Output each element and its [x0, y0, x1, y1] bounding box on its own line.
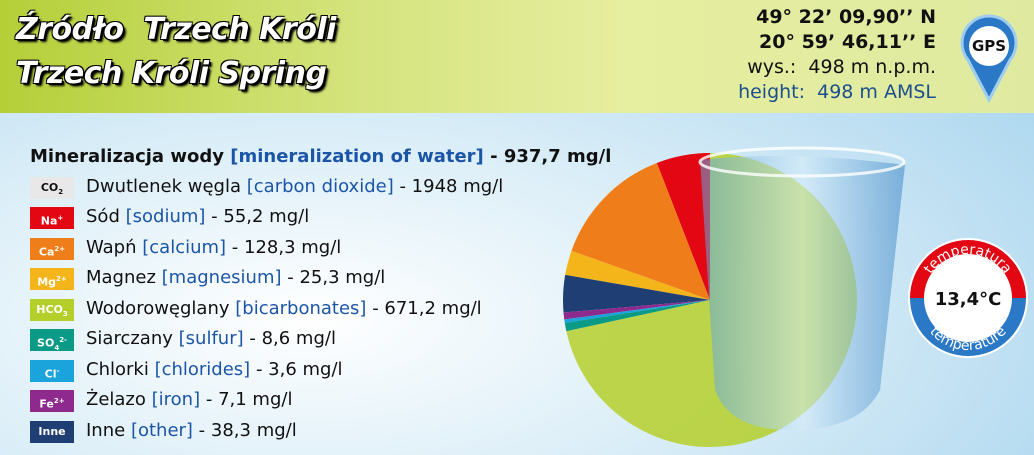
badge-symbol: SO — [37, 336, 55, 350]
badge-symbol: Fe — [39, 397, 54, 411]
item-name-en: [chlorides] — [154, 358, 251, 380]
item-value: - 671,2 mg/l — [372, 297, 482, 319]
badge-sup: 2+ — [54, 244, 66, 253]
item-name-en: [magnesium] — [161, 267, 282, 288]
title: Źródło Trzech Króli — [16, 12, 336, 47]
badge-sup: 2+ — [56, 275, 67, 283]
item-value: - 7,1 mg/l — [205, 389, 293, 410]
item-value: - 1948 mg/l — [399, 176, 504, 197]
glass-rim — [698, 146, 906, 178]
heading-name: Mineralizacja wody — [30, 146, 224, 167]
item-value: - 38,3 mg/l — [198, 419, 297, 441]
pie-slice — [564, 300, 710, 323]
badge: HCO3 — [30, 298, 74, 321]
pie-slice — [563, 274, 710, 313]
badge-sub: 3 — [62, 309, 68, 318]
item-name: Magnez — [86, 267, 156, 288]
badge-symbol: Ca — [38, 245, 55, 259]
pie-slice — [571, 162, 710, 300]
badge-symbol: HCO — [36, 302, 63, 316]
legend-row: Żelazo [iron] - 7,1 mg/l — [86, 389, 292, 410]
badge: Cl- — [30, 359, 74, 382]
subtitle: Trzech Króli Spring — [16, 56, 327, 91]
item-name-en: [carbon dioxide] — [246, 176, 394, 197]
badge-sup: 2+ — [53, 397, 65, 405]
legend-row: Sód [sodium] - 55,2 mg/l — [86, 206, 309, 227]
badge-symbol: Mg — [37, 275, 57, 289]
legend-row: Dwutlenek węgla [carbon dioxide] - 1948 … — [86, 176, 503, 197]
badge-symbol: CO — [40, 181, 59, 194]
item-name: Chlorki — [86, 358, 149, 380]
badge: SO42- — [30, 329, 74, 352]
badge: Na+ — [30, 207, 74, 229]
item-name: Sód — [86, 206, 120, 227]
legend-row: Wapń [calcium] - 128,3 mg/l — [86, 237, 341, 258]
badge-sup: + — [57, 214, 64, 222]
item-value: - 55,2 mg/l — [211, 206, 310, 227]
item-value: - 3,6 mg/l — [255, 358, 343, 380]
badge-sup: 2- — [59, 336, 67, 344]
item-name-en: [sulfur] — [178, 328, 244, 349]
item-name-en: [bicarbonates] — [235, 297, 367, 319]
altitude-en: height: 498 m AMSL — [738, 81, 936, 103]
badge-sub: 4 — [54, 343, 60, 352]
item-name: Inne — [86, 419, 126, 441]
badge-sub: 2 — [58, 188, 64, 197]
item-value: - 8,6 mg/l — [249, 328, 336, 349]
item-value: - 128,3 mg/l — [231, 236, 342, 258]
temperature-value: 13,4°C — [935, 289, 1002, 310]
legend-row: Chlorki [chlorides] - 3,6 mg/l — [86, 359, 343, 380]
pie-slice — [564, 300, 710, 332]
heading-value: - 937,7 mg/l — [490, 146, 612, 167]
item-name: Dwutlenek węgla — [86, 176, 242, 197]
item-name: Żelazo — [86, 389, 146, 410]
item-name-en: [other] — [130, 419, 193, 441]
item-value: - 25,3 mg/l — [287, 267, 386, 288]
heading: Mineralizacja wody [mineralization of wa… — [30, 146, 611, 167]
legend-row: Wodorowęglany [bicarbonates] - 671,2 mg/… — [86, 298, 482, 319]
legend-row: Siarczany [sulfur] - 8,6 mg/l — [86, 328, 336, 349]
item-name: Wodorowęglany — [86, 297, 230, 319]
item-name: Siarczany — [86, 328, 173, 349]
pie-slice — [656, 153, 710, 300]
pie-slice — [565, 250, 710, 300]
gps-pin: GPS — [960, 14, 1018, 104]
altitude-pl: wys.: 498 m n.p.m. — [747, 56, 936, 78]
longitude: 20° 59’ 46,11’’ E — [759, 31, 936, 53]
latitude: 49° 22’ 09,90’’ N — [756, 6, 936, 28]
temperature-badge: temperatura temperature 13,4°C — [908, 238, 1028, 358]
item-name: Wapń — [86, 236, 137, 258]
badge: Ca2+ — [30, 237, 74, 260]
pie-slice — [563, 300, 710, 320]
legend-row: Inne [other] - 38,3 mg/l — [86, 420, 297, 441]
badge-symbol: Inne — [38, 424, 66, 438]
badge-symbol: Na — [40, 214, 58, 228]
glass — [700, 156, 905, 430]
gps-label: GPS — [972, 37, 1006, 55]
badge: Inne — [30, 420, 74, 443]
badge-sup: - — [56, 366, 60, 375]
item-name-en: [calcium] — [142, 236, 227, 258]
legend-row: Magnez [magnesium] - 25,3 mg/l — [86, 267, 385, 288]
badge: Fe2+ — [30, 390, 74, 412]
header-band — [0, 0, 1034, 113]
item-name-en: [sodium] — [125, 206, 206, 227]
heading-name-en: [mineralization of water] — [230, 146, 484, 167]
badge: Mg2+ — [30, 268, 74, 290]
badge: CO2 — [30, 177, 74, 199]
item-name-en: [iron] — [151, 389, 201, 410]
badge-symbol: Cl — [44, 367, 57, 381]
